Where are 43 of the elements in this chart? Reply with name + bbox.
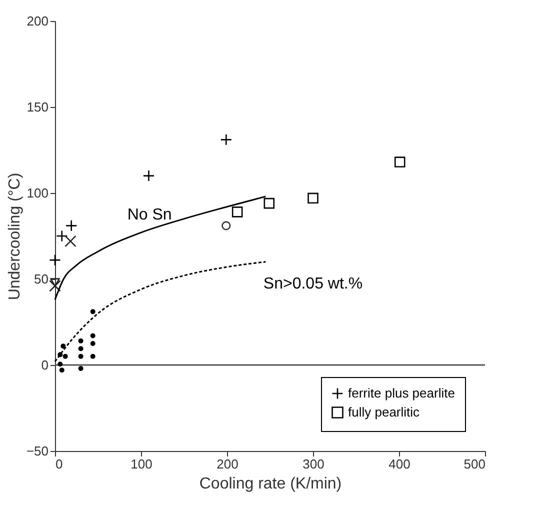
point <box>60 344 66 349</box>
point <box>78 346 84 352</box>
point <box>308 192 318 204</box>
point <box>232 206 243 218</box>
point <box>394 156 406 168</box>
y-axis-title: Undercooling (°C) <box>6 172 24 300</box>
point <box>49 280 61 292</box>
point <box>64 235 76 248</box>
legend-label: fully pearlitic <box>348 404 420 420</box>
y-tick-label: −50 <box>26 444 48 458</box>
point <box>90 354 96 359</box>
x-tick-label: 300 <box>302 456 324 472</box>
point <box>90 333 96 338</box>
point <box>49 254 61 266</box>
y-tick-label: 100 <box>26 186 48 200</box>
point <box>142 170 155 182</box>
y-tick-label: 150 <box>26 100 48 114</box>
point <box>78 366 84 371</box>
x-tick-label: 200 <box>216 456 238 472</box>
point <box>264 198 275 209</box>
y-tick-label: 0 <box>41 358 48 372</box>
y-tick-label: 50 <box>34 272 48 286</box>
x-tick-label: 100 <box>130 456 152 472</box>
x-tick-label: 500 <box>464 456 486 472</box>
annotation: No Sn <box>127 206 172 224</box>
point <box>90 341 96 346</box>
point <box>65 220 78 232</box>
point <box>59 368 64 373</box>
point <box>220 134 232 146</box>
y-tick-label: 200 <box>26 14 48 28</box>
point <box>58 362 63 367</box>
point <box>78 354 84 359</box>
annotation: Sn>0.05 wt.% <box>263 275 363 292</box>
point <box>50 278 60 287</box>
point <box>78 338 84 344</box>
point <box>56 230 68 242</box>
x-tick-label: 0 <box>56 456 63 472</box>
point <box>90 309 96 314</box>
point <box>222 221 231 230</box>
x-tick-label: 400 <box>388 456 410 472</box>
point <box>62 354 68 359</box>
x-axis-title: Cooling rate (K/min) <box>199 476 342 492</box>
legend-label: ferrite plus pearlite <box>348 386 455 400</box>
